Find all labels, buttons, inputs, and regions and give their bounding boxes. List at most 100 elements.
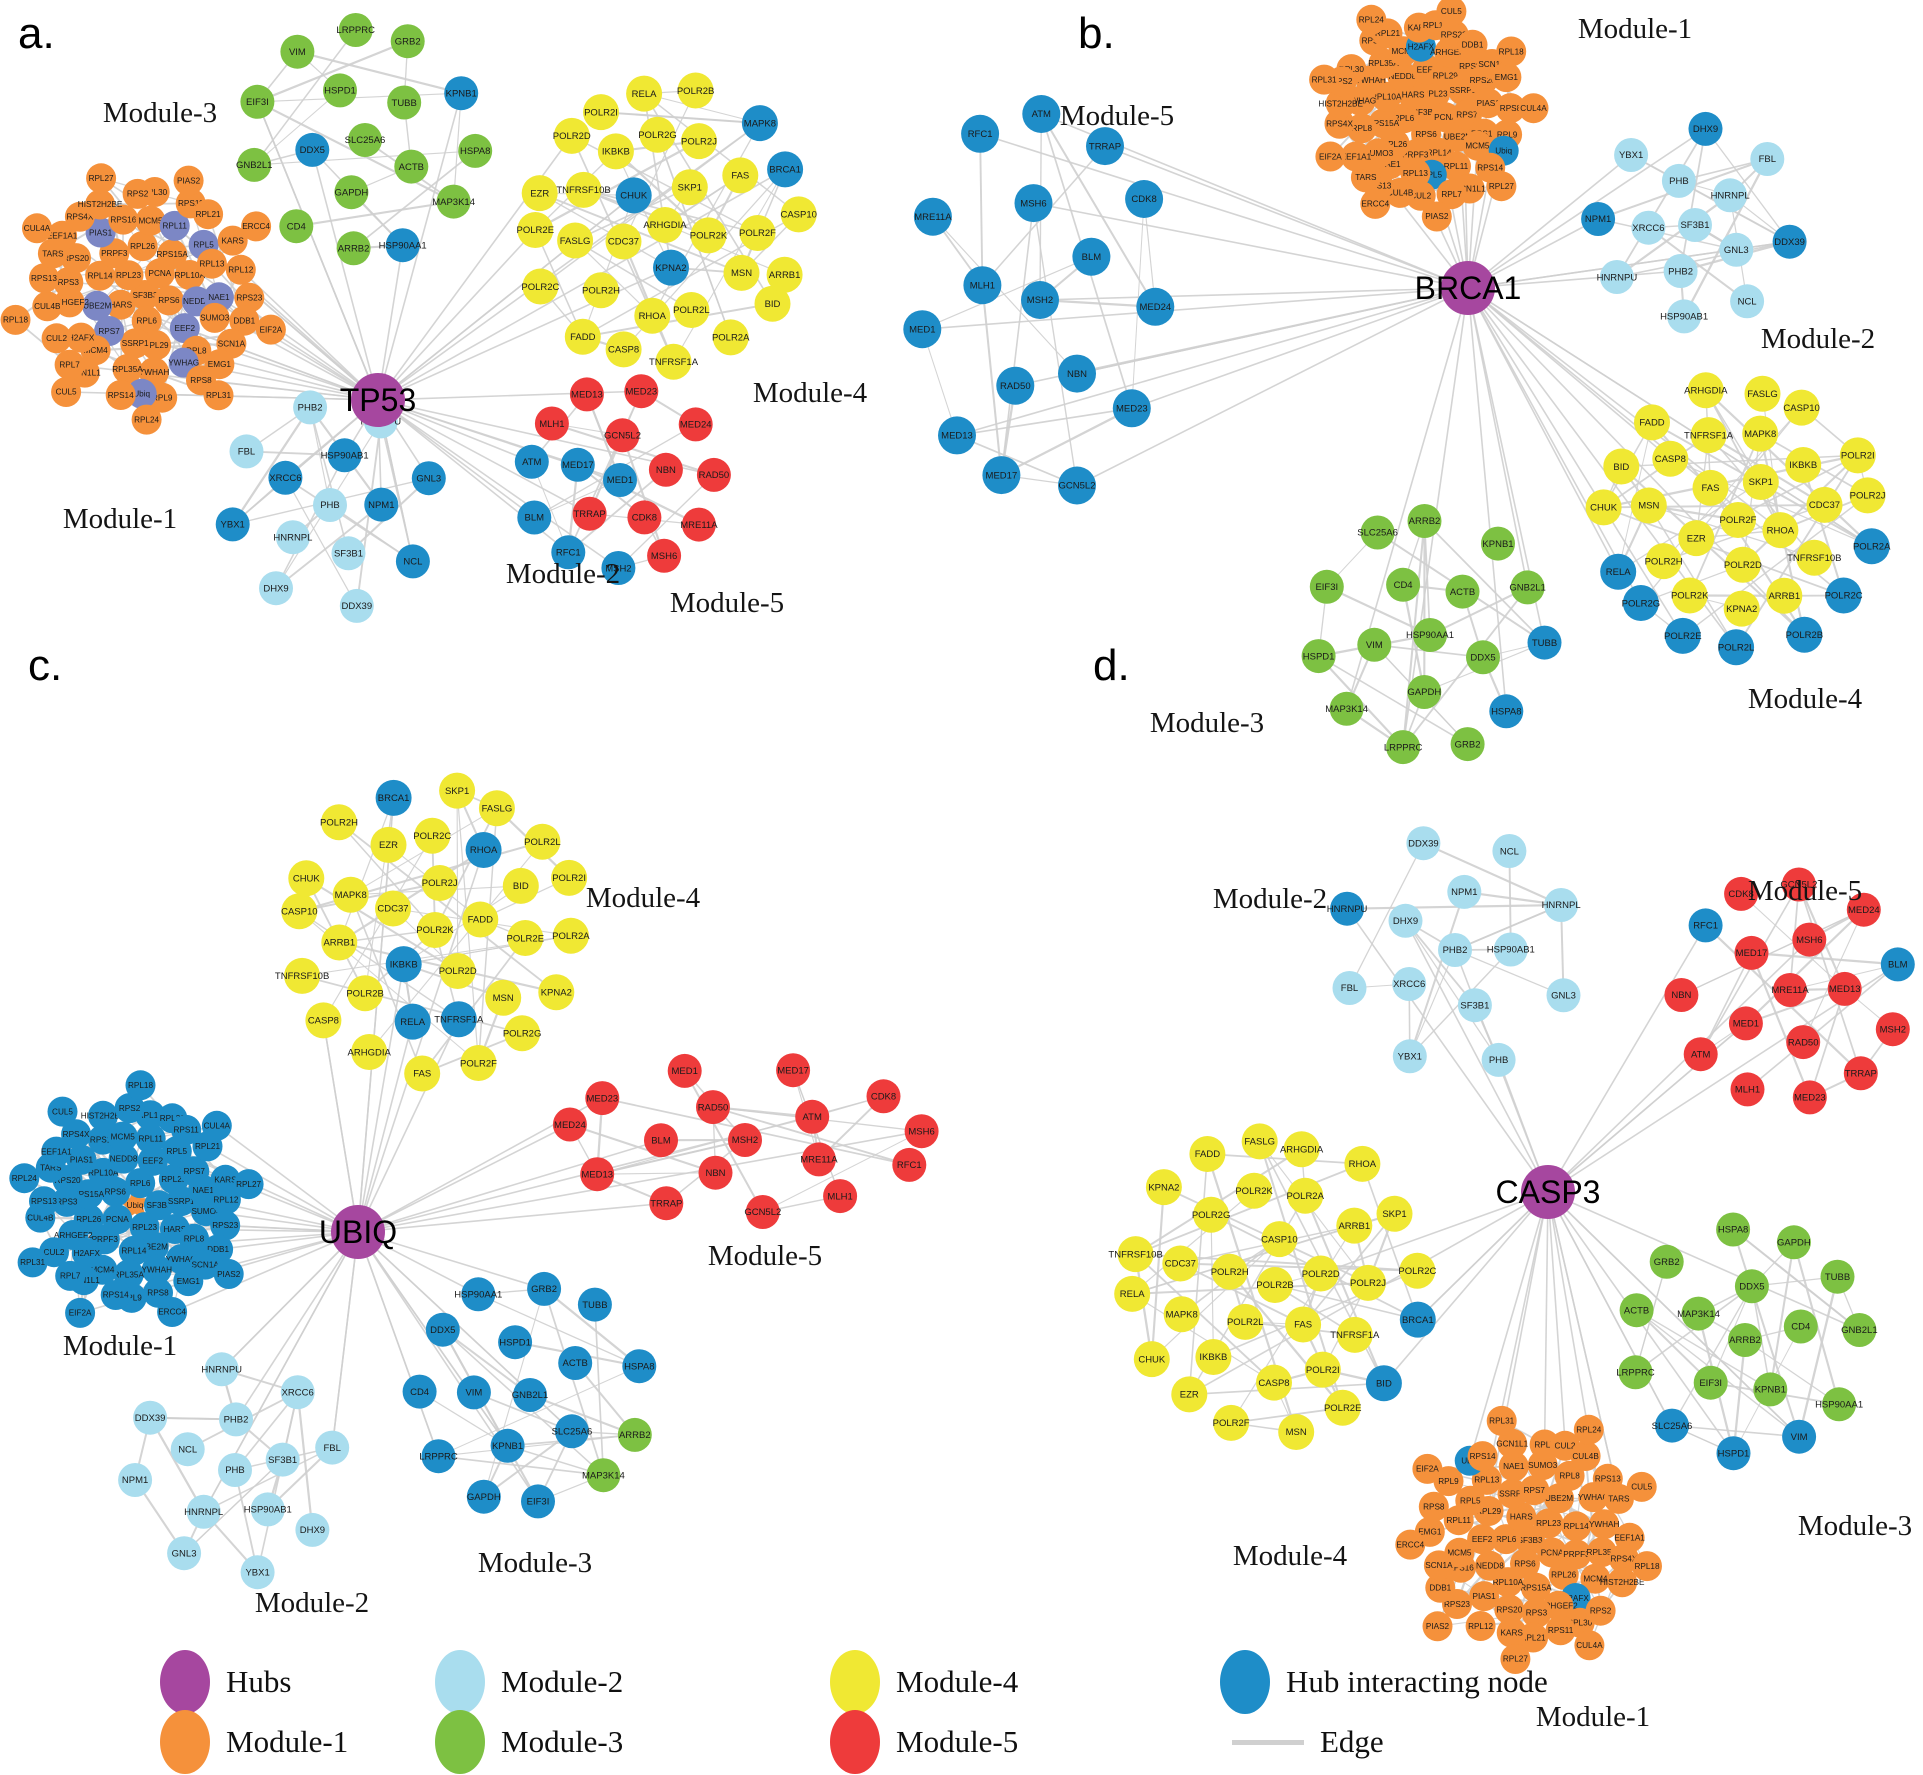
node-POLR2C[interactable] [522,268,559,305]
node-RPL13[interactable] [196,248,227,279]
node-MCM4[interactable] [1580,1563,1611,1594]
node-CDC37[interactable] [605,223,642,260]
node-SF3B1[interactable] [1457,988,1492,1023]
node-RPL14[interactable] [1561,1511,1592,1542]
node-RPL14[interactable] [118,1235,149,1266]
node-NCL[interactable] [170,1432,205,1467]
node-RPL7[interactable] [54,349,85,380]
node-XRCC6[interactable] [280,1375,315,1410]
node-FAS[interactable] [722,157,759,194]
node-SF3B1[interactable] [265,1442,300,1477]
node-RPL27[interactable] [233,1169,264,1200]
node-KPNA2[interactable] [1145,1169,1182,1206]
node-BRCA1[interactable] [767,151,804,188]
node-HSPD1[interactable] [323,73,357,108]
node-ARHGDIA[interactable] [647,207,683,243]
node-NCL[interactable] [1492,834,1527,868]
node-POLR2A[interactable] [1287,1177,1324,1214]
node-POLR2C[interactable] [1825,577,1862,614]
node-RPL5[interactable] [1455,1485,1486,1516]
node-IKBKB[interactable] [597,133,634,170]
node-RPL12[interactable] [1465,1611,1496,1641]
node-RHOA[interactable] [634,297,671,334]
node-KARS[interactable] [1496,1617,1527,1648]
node-ARHGDIA[interactable] [1283,1131,1320,1168]
node-NCL[interactable] [395,544,430,579]
node-RELA[interactable] [1114,1275,1151,1312]
node-HSP90AA1[interactable] [385,228,420,263]
node-RPL8[interactable] [1346,113,1377,144]
node-RPL11[interactable] [159,210,190,241]
node-SKP1[interactable] [439,772,476,809]
node-POLR2B[interactable] [1786,616,1823,653]
node-ARHGDIA[interactable] [351,1034,388,1070]
node-RPL24[interactable] [1356,4,1387,35]
node-RFC1[interactable] [551,535,586,570]
node-MRE11A[interactable] [913,197,952,236]
node-KPNB1[interactable] [490,1428,525,1463]
node-DDX5[interactable] [1466,640,1500,675]
node-ERCC4[interactable] [1360,188,1391,219]
node-ARHGEF2[interactable] [58,1220,89,1250]
node-RFC1[interactable] [961,114,1000,153]
node-PHB2[interactable] [293,390,328,425]
node-RHOA[interactable] [465,832,502,868]
node-RPL24[interactable] [1573,1414,1604,1445]
node-CUL5[interactable] [1626,1471,1657,1502]
node-POLR2I[interactable] [551,859,588,896]
node-HNRNPL[interactable] [1544,888,1579,922]
node-EEF1A1[interactable] [41,1136,72,1167]
node-TUBB[interactable] [387,85,422,120]
node-YWHAH[interactable] [141,1254,172,1285]
node-MSH2[interactable] [728,1123,762,1157]
node-TNFRSF1A[interactable] [1336,1316,1373,1353]
node-ATM[interactable] [1022,95,1061,133]
node-CUL4A[interactable] [1574,1630,1605,1661]
node-MSH2[interactable] [601,551,636,585]
node-CDC37[interactable] [375,890,411,927]
node-MED24[interactable] [1136,287,1175,326]
node-POLR2C[interactable] [414,817,451,854]
node-RPL18[interactable] [125,1070,156,1101]
node-CD4[interactable] [402,1374,437,1409]
node-HARS[interactable] [1506,1501,1537,1532]
node-RPS11[interactable] [1545,1615,1576,1646]
node-GNL3[interactable] [167,1536,202,1571]
node-MSH6[interactable] [904,1114,939,1149]
node-HNRNPL[interactable] [1713,178,1748,213]
node-MSH6[interactable] [647,538,682,573]
node-VIM[interactable] [280,34,315,69]
node-KPNB1[interactable] [1481,526,1515,561]
node-SF3B3[interactable] [144,1190,174,1221]
node-RPL18[interactable] [0,304,31,335]
node-RPS2[interactable] [114,1093,145,1124]
node-POLR2I[interactable] [1304,1351,1341,1388]
node-MED23[interactable] [624,374,659,409]
node-POLR2B[interactable] [1257,1267,1293,1303]
node-POLR2K[interactable] [417,912,453,948]
node-EZR[interactable] [370,826,407,863]
node-TUBB[interactable] [1527,625,1562,660]
node-RFC1[interactable] [892,1147,927,1182]
node-RHOA[interactable] [1344,1145,1381,1182]
node-MLH1[interactable] [534,406,569,441]
node-HSP90AB1[interactable] [250,1492,285,1527]
node-KPNB1[interactable] [444,76,479,111]
node-RPL24[interactable] [131,404,162,435]
node-RPL27[interactable] [86,163,117,194]
node-EEF1A1[interactable] [1340,141,1371,172]
node-RPL23[interactable] [113,260,144,291]
node-CUL4B[interactable] [32,291,63,322]
node-ERCC4[interactable] [241,211,272,242]
node-CDK8[interactable] [627,500,662,535]
node-POLR2A[interactable] [1853,528,1890,565]
node-HNRNPL[interactable] [275,520,310,555]
node-CD4[interactable] [279,209,314,244]
node-CDK8[interactable] [1724,876,1759,911]
node-RPS4X[interactable] [1608,1543,1639,1574]
node-LRPPRC[interactable] [338,13,373,47]
node-RPL7[interactable] [55,1260,86,1291]
node-POLR2A[interactable] [712,319,749,356]
node-GNB2L1[interactable] [237,147,272,182]
node-POLR2D[interactable] [553,117,590,154]
